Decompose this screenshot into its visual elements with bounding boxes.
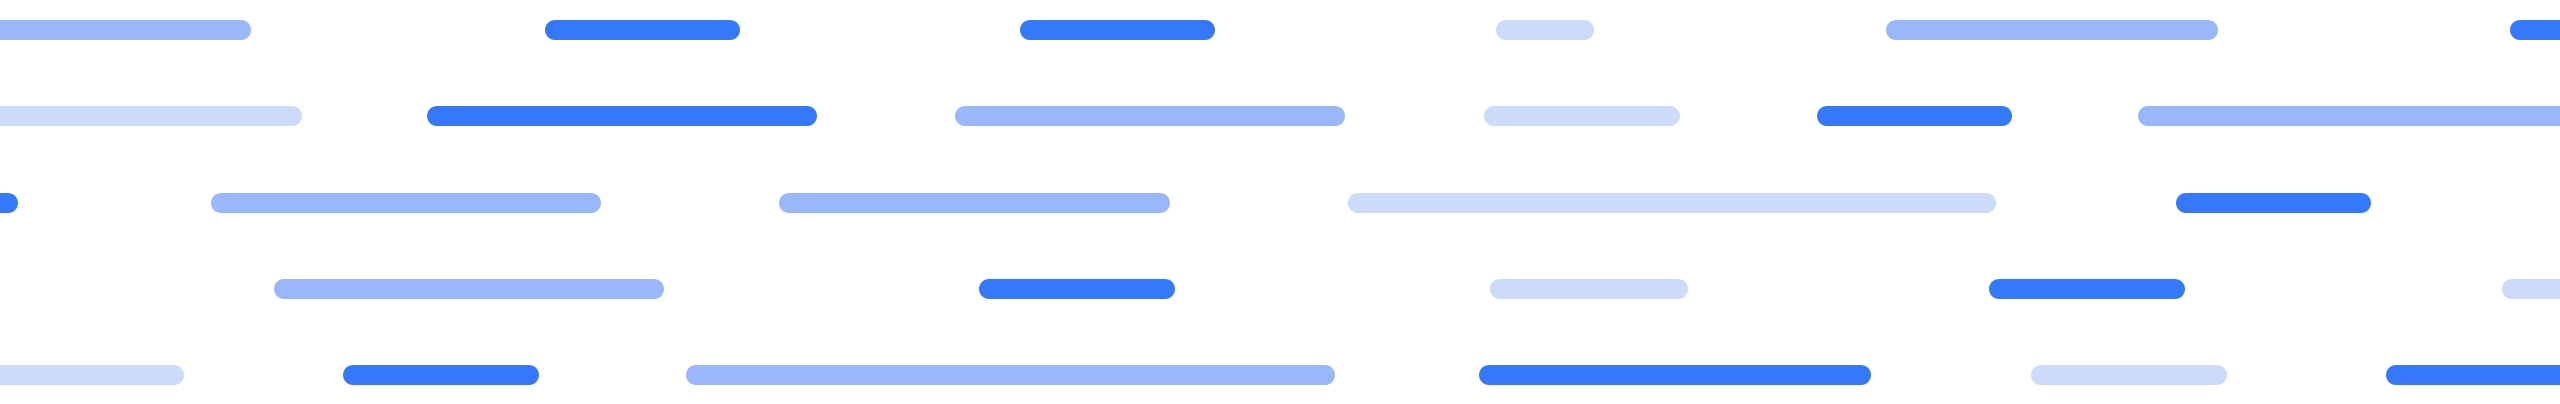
dash-bar bbox=[979, 279, 1175, 299]
dash-bar bbox=[2386, 365, 2560, 385]
dash-row bbox=[0, 20, 2560, 40]
dash-bar bbox=[1817, 106, 2012, 126]
dash-bar bbox=[0, 20, 251, 40]
dash-bar bbox=[427, 106, 817, 126]
dash-bar bbox=[955, 106, 1345, 126]
dash-bar bbox=[686, 365, 1335, 385]
dash-bar bbox=[545, 20, 740, 40]
dash-bar bbox=[0, 193, 18, 213]
dash-bar bbox=[1989, 279, 2185, 299]
dash-row bbox=[0, 106, 2560, 126]
dash-bar bbox=[2176, 193, 2371, 213]
dash-bar bbox=[1490, 279, 1688, 299]
dash-row bbox=[0, 365, 2560, 385]
dash-bar bbox=[274, 279, 664, 299]
dash-bar bbox=[1496, 20, 1594, 40]
dash-bar bbox=[0, 106, 302, 126]
dash-bar bbox=[779, 193, 1170, 213]
dash-bar bbox=[1348, 193, 1996, 213]
dash-bar bbox=[211, 193, 601, 213]
dash-bar bbox=[343, 365, 539, 385]
dash-bar bbox=[2502, 279, 2560, 299]
dash-bar bbox=[2138, 106, 2560, 126]
dash-bar bbox=[1886, 20, 2218, 40]
dash-row bbox=[274, 279, 2560, 299]
dash-bar bbox=[2510, 20, 2560, 40]
dash-row bbox=[0, 193, 2371, 213]
dash-bar bbox=[1479, 365, 1871, 385]
dash-bar bbox=[0, 365, 184, 385]
dash-bar bbox=[1484, 106, 1680, 126]
dash-bar bbox=[1020, 20, 1215, 40]
dash-bar bbox=[2031, 365, 2227, 385]
